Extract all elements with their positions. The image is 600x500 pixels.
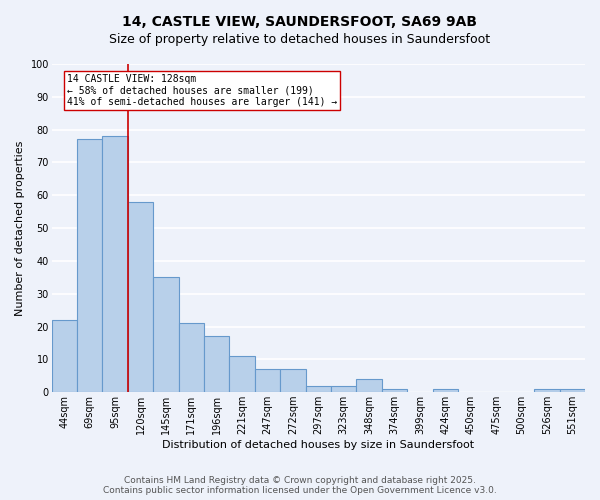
Bar [534, 389, 560, 392]
Text: Size of property relative to detached houses in Saundersfoot: Size of property relative to detached ho… [109, 32, 491, 46]
Text: 14 CASTLE VIEW: 128sqm
← 58% of detached houses are smaller (199)
41% of semi-de: 14 CASTLE VIEW: 128sqm ← 58% of detached… [67, 74, 337, 107]
Bar [331, 386, 356, 392]
Bar [103, 136, 128, 392]
Bar [179, 324, 204, 392]
Bar [382, 389, 407, 392]
Bar [433, 389, 458, 392]
Bar [52, 320, 77, 392]
Bar [560, 389, 585, 392]
Bar [255, 369, 280, 392]
Bar [153, 278, 179, 392]
Bar [356, 379, 382, 392]
Bar [128, 202, 153, 392]
Text: Contains HM Land Registry data © Crown copyright and database right 2025.
Contai: Contains HM Land Registry data © Crown c… [103, 476, 497, 495]
Bar [77, 140, 103, 392]
Bar [229, 356, 255, 392]
Bar [204, 336, 229, 392]
X-axis label: Distribution of detached houses by size in Saundersfoot: Distribution of detached houses by size … [162, 440, 475, 450]
Text: 14, CASTLE VIEW, SAUNDERSFOOT, SA69 9AB: 14, CASTLE VIEW, SAUNDERSFOOT, SA69 9AB [122, 15, 478, 29]
Bar [280, 369, 305, 392]
Y-axis label: Number of detached properties: Number of detached properties [15, 140, 25, 316]
Bar [305, 386, 331, 392]
